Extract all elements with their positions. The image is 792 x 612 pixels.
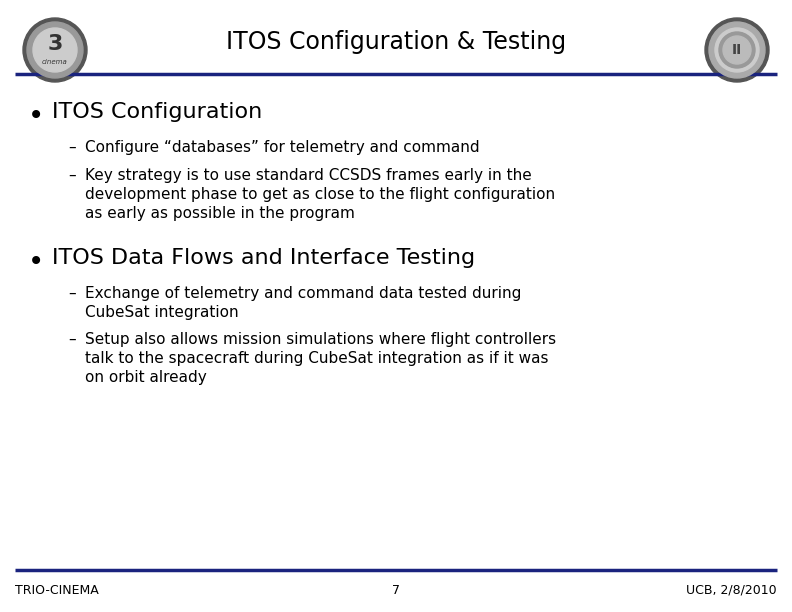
Text: 7: 7 (392, 583, 400, 597)
Text: –: – (68, 332, 75, 347)
Text: cinema: cinema (42, 59, 68, 65)
Circle shape (723, 36, 751, 64)
Circle shape (715, 28, 759, 72)
Text: ITOS Configuration: ITOS Configuration (52, 102, 262, 122)
Text: Exchange of telemetry and command data tested during
CubeSat integration: Exchange of telemetry and command data t… (85, 286, 521, 320)
Text: Configure “databases” for telemetry and command: Configure “databases” for telemetry and … (85, 140, 480, 155)
Text: Key strategy is to use standard CCSDS frames early in the
development phase to g: Key strategy is to use standard CCSDS fr… (85, 168, 555, 222)
Text: •: • (28, 102, 44, 130)
Text: II: II (732, 43, 742, 57)
Text: –: – (68, 168, 75, 183)
Circle shape (705, 18, 769, 82)
Text: ITOS Configuration & Testing: ITOS Configuration & Testing (226, 30, 566, 54)
Text: –: – (68, 140, 75, 155)
Circle shape (719, 32, 755, 68)
Circle shape (709, 22, 765, 78)
Text: UCB, 2/8/2010: UCB, 2/8/2010 (687, 583, 777, 597)
Text: 3: 3 (48, 34, 63, 54)
Text: •: • (28, 248, 44, 276)
Text: Setup also allows mission simulations where flight controllers
talk to the space: Setup also allows mission simulations wh… (85, 332, 556, 386)
Text: TRIO-CINEMA: TRIO-CINEMA (15, 583, 99, 597)
Text: ITOS Data Flows and Interface Testing: ITOS Data Flows and Interface Testing (52, 248, 475, 268)
Circle shape (33, 28, 77, 72)
Text: –: – (68, 286, 75, 301)
Circle shape (27, 22, 83, 78)
Circle shape (23, 18, 87, 82)
